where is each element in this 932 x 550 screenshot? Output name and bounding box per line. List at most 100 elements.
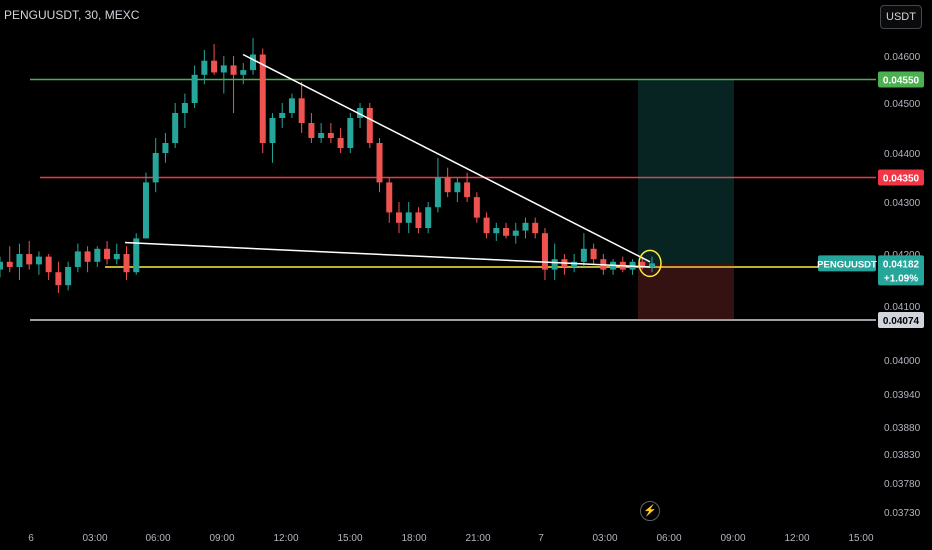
candle-body — [639, 261, 646, 267]
price-tick-label: 0.03780 — [884, 479, 921, 490]
candle-body — [464, 182, 471, 198]
candle-body — [172, 113, 179, 143]
candle-body — [240, 70, 247, 75]
symbol-tag: PENGUUSDT — [817, 259, 877, 270]
resistance-price-label-bg — [878, 169, 924, 186]
candle-body — [269, 118, 276, 143]
candle-body — [26, 254, 33, 265]
candle-body — [541, 233, 548, 270]
price-tick-label: 0.04100 — [884, 302, 921, 313]
candle-body — [16, 254, 23, 267]
candle-body — [45, 256, 52, 273]
lower-trendline — [124, 241, 651, 268]
candle-body — [454, 182, 461, 193]
candle-body — [571, 261, 578, 267]
candle-body — [220, 65, 227, 73]
candle-body — [84, 251, 91, 262]
horizontal-levels — [30, 78, 876, 321]
loss-zone — [638, 263, 734, 321]
candle-body — [434, 177, 441, 208]
candle-body — [279, 113, 286, 118]
current-price-bg — [878, 255, 924, 286]
candle-body — [152, 153, 159, 183]
candle-body — [6, 261, 13, 267]
candle-body — [376, 143, 383, 183]
candle-body — [298, 98, 305, 123]
candle-body — [590, 248, 597, 260]
time-tick-label: 7 — [538, 533, 544, 544]
time-tick-label: 09:00 — [209, 533, 234, 544]
resistance-price-label: 0.04350 — [883, 174, 920, 185]
candle-body — [65, 267, 72, 286]
candle-body — [444, 177, 451, 193]
descending-trendline — [242, 53, 651, 263]
price-tick-label: 0.04600 — [884, 52, 921, 63]
candle-body — [94, 248, 101, 262]
candle-body — [532, 222, 539, 234]
price-change-label: +1.09% — [884, 273, 918, 284]
symbol-tag-bg — [818, 255, 876, 272]
candle-body — [366, 108, 373, 143]
time-tick-label: 6 — [28, 533, 34, 544]
price-tick-label: 0.03830 — [884, 450, 921, 461]
time-tick-label: 12:00 — [784, 533, 809, 544]
highlight-circle — [638, 249, 662, 278]
candles — [0, 38, 655, 293]
time-tick-label: 03:00 — [82, 533, 107, 544]
stop-price-label: 0.04074 — [883, 316, 920, 327]
time-tick-label: 03:00 — [592, 533, 617, 544]
candle-body — [551, 259, 558, 270]
candle-body — [230, 65, 237, 75]
candle-body — [55, 272, 62, 286]
candle-body — [162, 143, 169, 153]
candle-body — [181, 103, 188, 113]
candle-body — [0, 261, 3, 270]
candle-body — [473, 197, 480, 218]
candle-body — [35, 256, 42, 265]
time-tick-label: 09:00 — [720, 533, 745, 544]
candle-body — [288, 98, 295, 113]
candle-body — [425, 207, 432, 228]
candle-body — [522, 222, 529, 231]
candle-body — [259, 54, 266, 143]
time-tick-label: 06:00 — [656, 533, 681, 544]
candle-body — [483, 217, 490, 234]
price-labels: 0.04550 0.04350 0.04074 PENGUUSDT 0.04182 +1.… — [817, 71, 924, 329]
price-tick-label: 0.04500 — [884, 99, 921, 110]
profit-zone — [638, 79, 734, 264]
candle-body — [357, 108, 364, 118]
time-tick-label: 15:00 — [337, 533, 362, 544]
candle-body — [142, 182, 149, 239]
candle-body — [415, 212, 422, 228]
time-tick-label: 21:00 — [465, 533, 490, 544]
stop-price-label-bg — [878, 312, 924, 329]
candle-body — [191, 74, 198, 103]
candle-body — [123, 254, 130, 273]
time-tick-label: 06:00 — [145, 533, 170, 544]
candle-body — [211, 60, 218, 73]
position-zones — [638, 79, 734, 321]
price-axis[interactable]: 0.046000.045000.044000.043000.042000.041… — [884, 52, 921, 519]
time-tick-label: 18:00 — [401, 533, 426, 544]
current-price-label: 0.04182 — [883, 259, 920, 270]
candle-body — [493, 228, 500, 234]
target-price-label: 0.04550 — [883, 76, 920, 87]
price-tick-label: 0.03880 — [884, 423, 921, 434]
candle-body — [580, 248, 587, 262]
candle-body — [386, 182, 393, 213]
price-tick-label: 0.04400 — [884, 149, 921, 160]
candle-body — [104, 248, 111, 260]
time-tick-label: 12:00 — [273, 533, 298, 544]
candle-body — [308, 123, 315, 138]
time-axis[interactable]: 6 03:00 06:00 09:00 12:00 15:00 18:00 21:00 7 03:… — [28, 533, 874, 544]
candle-body — [318, 133, 325, 138]
currency-button[interactable]: USDT — [880, 5, 922, 29]
price-tick-label: 0.04300 — [884, 198, 921, 209]
candle-body — [201, 60, 208, 75]
price-tick-label: 0.04000 — [884, 356, 921, 367]
candle-body — [347, 118, 354, 148]
candle-body — [649, 263, 655, 267]
candle-body — [512, 230, 519, 236]
lightning-icon[interactable]: ⚡ — [640, 501, 660, 521]
